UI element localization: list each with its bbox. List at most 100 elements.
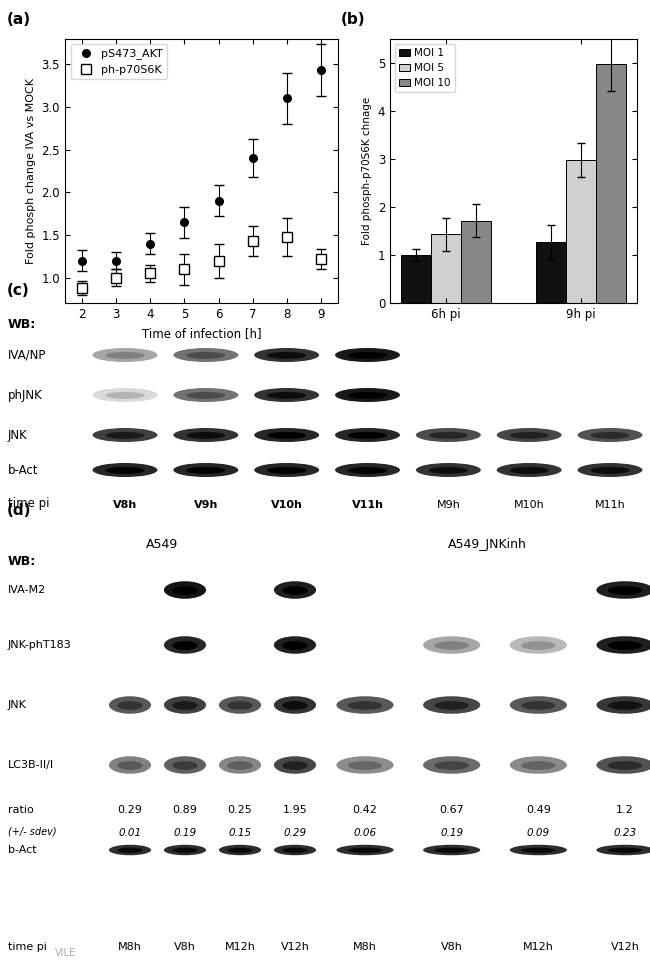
- Ellipse shape: [109, 756, 151, 773]
- Ellipse shape: [219, 756, 261, 773]
- Bar: [461, 221, 491, 303]
- Ellipse shape: [274, 637, 316, 654]
- Ellipse shape: [267, 431, 306, 439]
- Ellipse shape: [416, 428, 481, 442]
- Text: V10h: V10h: [271, 500, 303, 510]
- Text: V8h: V8h: [113, 500, 137, 510]
- Text: 0.42: 0.42: [352, 805, 378, 815]
- Ellipse shape: [118, 701, 142, 710]
- Ellipse shape: [423, 696, 480, 714]
- Text: 0.19: 0.19: [174, 828, 196, 838]
- Text: V12h: V12h: [610, 942, 640, 952]
- Text: (b): (b): [341, 13, 366, 27]
- Ellipse shape: [227, 847, 253, 853]
- Ellipse shape: [274, 582, 316, 599]
- Text: 0.01: 0.01: [118, 828, 142, 838]
- Text: IVA-M2: IVA-M2: [8, 585, 46, 595]
- Text: V8h: V8h: [174, 942, 196, 952]
- Text: LC3B-II/I: LC3B-II/I: [8, 760, 54, 770]
- X-axis label: Time of infection [h]: Time of infection [h]: [142, 326, 261, 340]
- Ellipse shape: [187, 431, 226, 439]
- Legend: MOI 1, MOI 5, MOI 10: MOI 1, MOI 5, MOI 10: [395, 43, 454, 92]
- Text: V9h: V9h: [194, 500, 218, 510]
- Text: 0.67: 0.67: [439, 805, 464, 815]
- Ellipse shape: [434, 847, 469, 853]
- Text: (d): (d): [6, 504, 31, 518]
- Ellipse shape: [172, 761, 198, 769]
- Ellipse shape: [597, 582, 650, 599]
- Ellipse shape: [174, 463, 239, 477]
- Ellipse shape: [267, 351, 306, 359]
- Ellipse shape: [219, 696, 261, 714]
- Ellipse shape: [335, 348, 400, 362]
- Ellipse shape: [172, 847, 198, 853]
- Ellipse shape: [521, 761, 556, 769]
- Bar: [401, 255, 431, 303]
- Text: A549: A549: [146, 538, 179, 551]
- Ellipse shape: [608, 586, 642, 595]
- Ellipse shape: [267, 392, 306, 399]
- Text: (+/- sdev): (+/- sdev): [8, 827, 57, 837]
- Text: JNK-phT183: JNK-phT183: [8, 640, 72, 650]
- Text: 0.23: 0.23: [614, 828, 636, 838]
- Text: M10h: M10h: [514, 500, 545, 510]
- Y-axis label: Fold phosph-p70S6K chnage: Fold phosph-p70S6K chnage: [362, 97, 372, 245]
- Ellipse shape: [608, 641, 642, 650]
- Text: 0.25: 0.25: [227, 805, 252, 815]
- Ellipse shape: [105, 351, 144, 359]
- Ellipse shape: [187, 392, 226, 399]
- Ellipse shape: [254, 428, 319, 442]
- Text: WB:: WB:: [8, 318, 36, 331]
- Ellipse shape: [608, 847, 642, 853]
- Text: 0.89: 0.89: [172, 805, 198, 815]
- Ellipse shape: [434, 641, 469, 650]
- Ellipse shape: [510, 696, 567, 714]
- Ellipse shape: [510, 467, 549, 474]
- Ellipse shape: [597, 845, 650, 855]
- Ellipse shape: [521, 847, 556, 853]
- Text: M12h: M12h: [224, 942, 255, 952]
- Text: 0.09: 0.09: [526, 828, 550, 838]
- Text: 0.29: 0.29: [283, 828, 307, 838]
- Ellipse shape: [597, 756, 650, 773]
- Ellipse shape: [172, 641, 198, 650]
- Ellipse shape: [118, 761, 142, 769]
- Ellipse shape: [429, 431, 468, 439]
- Ellipse shape: [164, 637, 206, 654]
- Text: time pi: time pi: [8, 497, 49, 510]
- Ellipse shape: [510, 756, 567, 773]
- Text: M8h: M8h: [118, 942, 142, 952]
- Text: 0.06: 0.06: [354, 828, 376, 838]
- Ellipse shape: [597, 696, 650, 714]
- Ellipse shape: [267, 467, 306, 474]
- Ellipse shape: [227, 761, 253, 769]
- Bar: [431, 234, 461, 303]
- Ellipse shape: [577, 428, 642, 442]
- Ellipse shape: [590, 431, 629, 439]
- Ellipse shape: [109, 845, 151, 855]
- Y-axis label: Fold phosph change IVA vs MOCK: Fold phosph change IVA vs MOCK: [26, 78, 36, 264]
- Ellipse shape: [590, 467, 629, 474]
- Ellipse shape: [348, 431, 387, 439]
- Ellipse shape: [608, 761, 642, 769]
- Text: M8h: M8h: [353, 942, 377, 952]
- Ellipse shape: [254, 348, 319, 362]
- Ellipse shape: [497, 428, 562, 442]
- Text: 0.49: 0.49: [526, 805, 551, 815]
- Text: b-Act: b-Act: [8, 845, 36, 855]
- Ellipse shape: [254, 463, 319, 477]
- Text: A549_JNKinh: A549_JNKinh: [448, 538, 527, 551]
- Ellipse shape: [92, 463, 157, 477]
- Ellipse shape: [608, 701, 642, 710]
- Ellipse shape: [274, 756, 316, 773]
- Ellipse shape: [187, 351, 226, 359]
- Text: M11h: M11h: [595, 500, 625, 510]
- Ellipse shape: [335, 428, 400, 442]
- Ellipse shape: [118, 847, 142, 853]
- Ellipse shape: [282, 847, 307, 853]
- Text: JNK: JNK: [8, 429, 28, 441]
- Ellipse shape: [172, 586, 198, 595]
- Ellipse shape: [348, 351, 387, 359]
- Ellipse shape: [274, 696, 316, 714]
- Ellipse shape: [164, 756, 206, 773]
